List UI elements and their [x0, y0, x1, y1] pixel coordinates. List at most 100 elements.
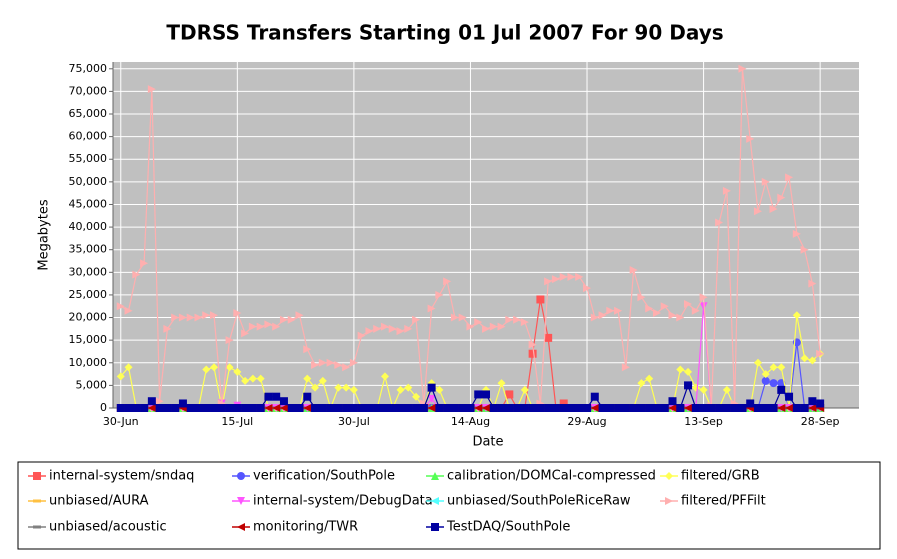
- marker: [248, 374, 257, 383]
- marker: [210, 363, 219, 372]
- marker: [326, 358, 335, 367]
- marker: [761, 177, 770, 186]
- marker: [303, 345, 312, 354]
- marker: [645, 304, 654, 313]
- chart-title: TDRSS Transfers Starting 01 Jul 2007 For…: [166, 21, 723, 45]
- marker: [342, 363, 351, 372]
- marker: [668, 311, 677, 320]
- marker: [520, 385, 529, 394]
- y-tick-label: 5,000: [76, 378, 108, 391]
- marker: [505, 390, 514, 399]
- marker: [295, 404, 304, 412]
- marker: [777, 379, 786, 388]
- marker: [528, 404, 537, 412]
- marker: [559, 399, 568, 408]
- marker: [458, 404, 467, 412]
- marker: [699, 404, 708, 412]
- marker: [722, 385, 731, 394]
- legend-label: unbiased/AURA: [49, 494, 149, 509]
- marker: [256, 404, 265, 412]
- y-tick-label: 65,000: [69, 107, 108, 120]
- marker: [33, 472, 41, 480]
- marker: [396, 404, 405, 412]
- marker: [342, 404, 351, 412]
- marker: [497, 404, 506, 412]
- marker: [497, 379, 506, 388]
- marker: [614, 404, 623, 412]
- marker: [349, 385, 358, 394]
- marker: [427, 394, 436, 403]
- marker: [777, 404, 786, 412]
- marker: [33, 499, 41, 503]
- marker: [450, 313, 459, 322]
- y-tick-label: 15,000: [69, 333, 108, 346]
- marker: [264, 320, 273, 329]
- marker: [544, 404, 553, 412]
- marker: [792, 311, 801, 320]
- marker: [334, 361, 343, 370]
- marker: [427, 404, 436, 412]
- marker: [482, 404, 490, 412]
- marker: [792, 229, 801, 238]
- marker: [365, 404, 374, 412]
- marker: [800, 404, 809, 412]
- marker: [116, 302, 125, 311]
- marker: [800, 245, 809, 254]
- marker: [785, 392, 794, 401]
- marker: [155, 404, 164, 412]
- marker: [474, 404, 483, 412]
- marker: [761, 376, 770, 385]
- marker: [116, 372, 125, 381]
- marker: [388, 404, 397, 412]
- y-tick-label: 20,000: [69, 311, 108, 324]
- legend-label: calibration/DOMCal-compressed: [447, 469, 656, 484]
- marker: [373, 404, 382, 412]
- x-tick-label: 29-Aug: [567, 415, 606, 428]
- marker: [746, 399, 755, 408]
- x-axis-label: Date: [472, 435, 503, 450]
- marker: [606, 404, 615, 412]
- x-tick-label: 30-Jul: [338, 415, 370, 428]
- marker: [272, 392, 281, 401]
- marker: [404, 383, 413, 392]
- marker: [412, 392, 421, 401]
- marker: [629, 266, 638, 275]
- marker: [606, 306, 615, 315]
- x-tick-label: 13-Sep: [684, 415, 723, 428]
- x-tick-label: 28-Sep: [801, 415, 840, 428]
- marker: [33, 525, 41, 529]
- marker: [777, 193, 786, 202]
- marker: [660, 302, 669, 311]
- marker: [233, 367, 242, 376]
- marker: [785, 173, 794, 182]
- y-tick-label: 45,000: [69, 197, 108, 210]
- marker: [295, 311, 304, 320]
- marker: [147, 397, 156, 406]
- marker: [225, 363, 234, 372]
- marker: [279, 397, 288, 406]
- y-tick-label: 25,000: [69, 288, 108, 301]
- y-tick-label: 55,000: [69, 152, 108, 165]
- marker: [279, 404, 288, 412]
- marker: [551, 275, 560, 284]
- marker: [637, 379, 646, 388]
- marker: [186, 313, 195, 322]
- legend-label: verification/SouthPole: [253, 469, 395, 484]
- marker: [163, 324, 172, 333]
- marker: [520, 404, 529, 412]
- y-tick-label: 60,000: [69, 130, 108, 143]
- y-tick-label: 75,000: [69, 62, 108, 75]
- marker: [132, 404, 141, 412]
- marker: [544, 333, 553, 342]
- marker: [124, 404, 133, 412]
- marker: [808, 356, 817, 365]
- marker: [652, 309, 661, 318]
- marker: [699, 385, 708, 394]
- marker: [318, 358, 327, 367]
- marker: [435, 385, 444, 394]
- marker: [202, 365, 211, 374]
- marker: [808, 279, 817, 288]
- marker: [116, 404, 125, 412]
- marker: [380, 322, 389, 331]
- marker: [217, 404, 226, 412]
